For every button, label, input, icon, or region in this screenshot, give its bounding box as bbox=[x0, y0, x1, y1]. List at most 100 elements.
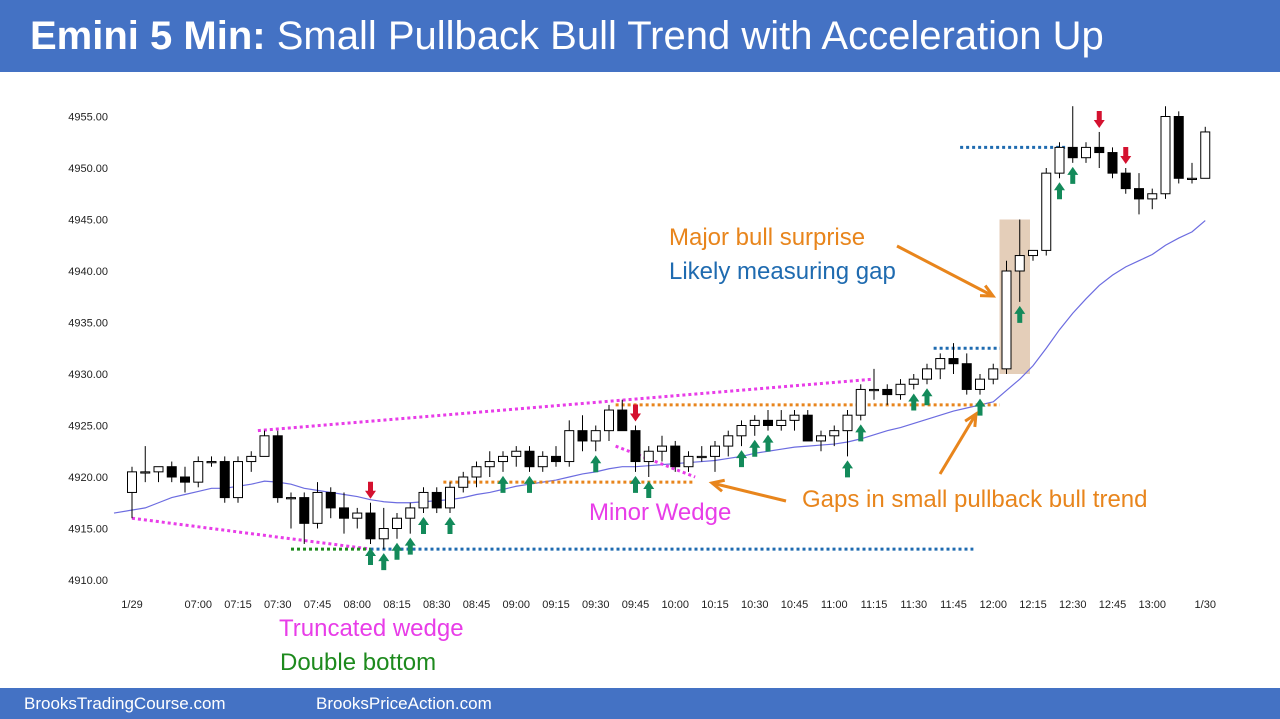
buy-arrow-icon bbox=[404, 537, 416, 555]
gaps-arrow-right-head bbox=[964, 411, 978, 428]
y-tick-label: 4945.00 bbox=[68, 215, 108, 227]
buy-arrow-icon bbox=[749, 439, 761, 457]
x-tick-label: 07:15 bbox=[224, 599, 252, 611]
bear-candle bbox=[577, 430, 588, 442]
y-tick-label: 4940.00 bbox=[68, 266, 108, 278]
measuring-gap-label: Likely measuring gap bbox=[669, 258, 896, 285]
bear-candle bbox=[961, 363, 972, 390]
bear-candle bbox=[325, 491, 336, 509]
bear-candle bbox=[1107, 152, 1118, 174]
x-tick-label: 08:30 bbox=[423, 599, 451, 611]
y-tick-label: 4950.00 bbox=[68, 163, 108, 175]
x-tick-label: 12:30 bbox=[1059, 599, 1087, 611]
x-tick-label: 11:30 bbox=[900, 599, 927, 611]
bear-candle bbox=[1067, 146, 1078, 159]
x-tick-label: 09:00 bbox=[502, 599, 530, 611]
bull-candle bbox=[153, 466, 164, 473]
buy-arrow-icon bbox=[736, 450, 747, 468]
bull-candle bbox=[869, 388, 879, 392]
bull-candle bbox=[458, 476, 469, 488]
bull-candle bbox=[696, 455, 707, 459]
bull-candle bbox=[498, 455, 508, 463]
bull-candle bbox=[736, 425, 747, 437]
gaps-label: Gaps in small pullback bull trend bbox=[802, 486, 1148, 513]
bear-candle bbox=[365, 512, 376, 540]
buy-arrow-icon bbox=[630, 475, 641, 493]
y-tick-label: 4910.00 bbox=[68, 575, 108, 587]
bull-candle bbox=[975, 378, 985, 390]
bear-candle bbox=[524, 450, 535, 468]
buy-arrow-icon bbox=[365, 547, 376, 565]
major-bull-surprise-label: Major bull surprise bbox=[669, 224, 866, 251]
bull-candle bbox=[484, 461, 495, 468]
footer-link-right[interactable]: BrooksPriceAction.com bbox=[316, 694, 492, 713]
page-title: Emini 5 Min: Small Pullback Bull Trend w… bbox=[30, 12, 1104, 60]
bear-candle bbox=[617, 409, 628, 432]
double-bottom-label: Double bottom bbox=[280, 649, 437, 676]
y-tick-label: 4915.00 bbox=[68, 524, 108, 536]
bull-candle bbox=[590, 430, 601, 442]
bull-candle bbox=[789, 414, 800, 421]
buy-arrow-icon bbox=[842, 460, 853, 478]
gaps-arrow-left-head bbox=[708, 478, 726, 493]
bear-candle bbox=[630, 430, 641, 463]
bear-candle bbox=[1173, 116, 1184, 179]
bull-candle bbox=[564, 430, 575, 463]
x-tick-label: 12:00 bbox=[979, 599, 1007, 611]
sell-arrow-icon bbox=[365, 481, 376, 499]
bull-candle bbox=[127, 471, 137, 493]
x-tick-label: 11:00 bbox=[821, 599, 848, 611]
buy-arrow-icon bbox=[1014, 305, 1026, 323]
y-tick-label: 4935.00 bbox=[68, 318, 108, 330]
sell-arrow-icon bbox=[1120, 147, 1132, 164]
bull-candle bbox=[1187, 177, 1197, 181]
bull-candle bbox=[842, 414, 853, 432]
bull-candle bbox=[352, 512, 363, 519]
gaps-arrow-left bbox=[711, 481, 787, 503]
bear-candle bbox=[299, 497, 310, 524]
bull-candle bbox=[776, 419, 787, 427]
bear-candle bbox=[1094, 146, 1105, 154]
bull-candle bbox=[749, 419, 760, 427]
bear-candle bbox=[272, 435, 283, 499]
footer-link-left[interactable]: BrooksTradingCourse.com bbox=[24, 694, 226, 713]
bear-candle bbox=[166, 466, 177, 478]
bear-candle bbox=[431, 491, 442, 509]
bull-candle bbox=[643, 450, 654, 463]
bear-candle bbox=[1134, 188, 1144, 200]
x-tick-label: 12:45 bbox=[1099, 599, 1127, 611]
sell-arrow-icon bbox=[1093, 110, 1105, 128]
bull-candle bbox=[259, 435, 270, 457]
bear-candle bbox=[339, 507, 349, 519]
x-tick-label: 1/29 bbox=[121, 599, 142, 611]
bull-candle bbox=[1160, 116, 1171, 195]
buy-arrow-icon bbox=[378, 553, 390, 571]
buy-arrow-icon bbox=[855, 424, 867, 442]
x-tick-label: 07:45 bbox=[304, 599, 332, 611]
truncated-wedge-label: Truncated wedge bbox=[279, 615, 464, 642]
buy-arrow-icon bbox=[444, 517, 456, 535]
bull-candle bbox=[537, 455, 548, 468]
buy-arrow-icon bbox=[590, 455, 602, 473]
x-tick-label: 07:30 bbox=[264, 599, 292, 611]
x-tick-label: 11:15 bbox=[861, 599, 888, 611]
bull-candle bbox=[908, 378, 919, 385]
title-rest: Small Pullback Bull Trend with Accelerat… bbox=[276, 14, 1104, 58]
bull-surprise-arrow bbox=[896, 244, 994, 298]
bull-candle bbox=[816, 435, 826, 442]
bear-candle bbox=[882, 388, 893, 396]
bull-candle bbox=[988, 368, 999, 380]
bear-candle bbox=[180, 476, 190, 483]
bull-candle bbox=[1001, 270, 1012, 370]
x-tick-label: 09:30 bbox=[582, 599, 610, 611]
bull-candle bbox=[657, 445, 667, 452]
x-tick-label: 12:15 bbox=[1019, 599, 1047, 611]
bull-candle bbox=[140, 471, 151, 474]
bull-candle bbox=[471, 466, 482, 478]
x-tick-label: 08:45 bbox=[463, 599, 491, 611]
bull-candle bbox=[922, 368, 932, 380]
buy-arrow-icon bbox=[524, 475, 535, 493]
wedge-upper-line bbox=[257, 377, 875, 433]
bull-candle bbox=[286, 497, 296, 500]
bull-candle bbox=[312, 491, 323, 524]
